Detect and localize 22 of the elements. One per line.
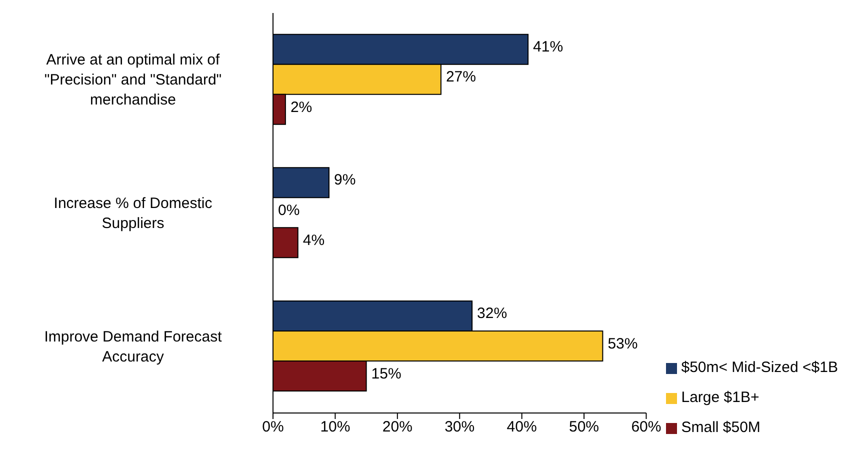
data-label: 0% [278, 202, 300, 219]
legend-label: $50m< Mid-Sized <$1B [681, 359, 838, 376]
data-label: 4% [302, 232, 325, 250]
x-tick-label: 40% [506, 418, 537, 436]
data-label: 27% [446, 68, 476, 86]
legend-label: Small $50M [681, 419, 760, 436]
y-tick-label: Increase % of Domestic Suppliers [54, 195, 213, 232]
x-tick-label: 50% [569, 418, 600, 436]
legend-label: Large $1B+ [681, 389, 760, 406]
x-tick-label: 30% [444, 418, 475, 436]
data-label: 2% [290, 98, 312, 116]
data-label: 41% [533, 38, 564, 56]
data-label: 9% [334, 172, 356, 189]
data-label: 15% [371, 366, 402, 383]
y-tick-label: Arrive at an optimal mix of "Precision" and "Standard" merchandise [44, 52, 222, 109]
x-tick-label: 60% [631, 418, 662, 436]
data-label: 53% [608, 335, 638, 352]
x-tick-label: 20% [382, 418, 412, 436]
y-tick-label: Improve Demand Forecast Accuracy [44, 328, 223, 366]
x-tick-label: 10% [320, 418, 350, 436]
data-label: 32% [477, 305, 508, 322]
x-tick-label: 0% [262, 418, 284, 436]
